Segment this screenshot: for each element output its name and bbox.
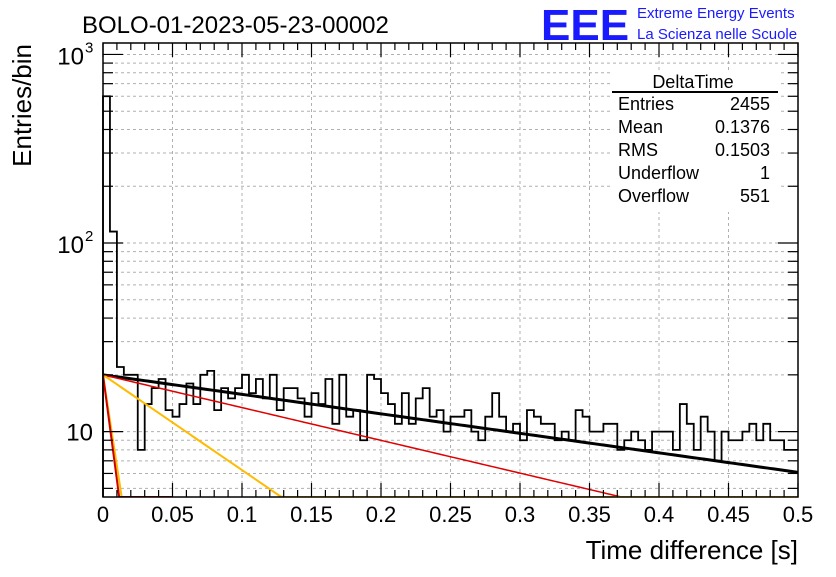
x-tick-label: 0 bbox=[97, 502, 109, 527]
x-tick-label: 0.1 bbox=[227, 502, 258, 527]
fit-curve-4 bbox=[103, 374, 173, 497]
x-tick-label: 0.45 bbox=[707, 502, 750, 527]
y-tick-label: 10 bbox=[57, 232, 84, 259]
stats-row-label: Entries bbox=[618, 94, 674, 114]
stats-rows: Entries 2455 Mean 0.1376 RMS 0.1503 Underflow 1… bbox=[618, 94, 770, 206]
fit-curves bbox=[103, 373, 798, 497]
x-tick-label: 0.05 bbox=[151, 502, 194, 527]
fit-curve-5 bbox=[103, 374, 173, 497]
logo-subtitle-line1: Extreme Energy Events bbox=[637, 5, 795, 22]
stats-row-value: 1 bbox=[760, 163, 770, 183]
x-tick-labels: 0 0.05 0.1 0.15 0.2 0.25 0.3 0.35 0.4 0.45 0.5 bbox=[97, 502, 813, 527]
stats-row-label: Mean bbox=[618, 117, 663, 137]
x-tick-label: 0.2 bbox=[366, 502, 397, 527]
y-tick-label-exponent: 3 bbox=[85, 39, 93, 56]
fit-curve-2 bbox=[103, 374, 798, 497]
x-tick-label: 0.25 bbox=[429, 502, 472, 527]
plot-axes bbox=[102, 42, 799, 498]
stats-row-label: Underflow bbox=[618, 163, 700, 183]
y-tick-label: 10 bbox=[66, 420, 93, 447]
stats-row-value: 0.1503 bbox=[715, 140, 770, 160]
y-axis-label: Entries/bin bbox=[7, 44, 37, 167]
y-tick-label-exponent: 2 bbox=[85, 228, 93, 245]
x-tick-label: 0.35 bbox=[568, 502, 611, 527]
eee-logo-text: EEE bbox=[541, 1, 629, 50]
fit-curve-1 bbox=[103, 373, 798, 474]
y-tick-label: 10 bbox=[57, 43, 84, 70]
x-tick-label: 0.15 bbox=[290, 502, 333, 527]
x-tick-label: 0.4 bbox=[644, 502, 675, 527]
x-tick-label: 0.3 bbox=[505, 502, 536, 527]
run-title: BOLO-01-2023-05-23-00002 bbox=[82, 12, 389, 39]
stats-box: DeltaTime Entries 2455 Mean 0.1376 RMS 0.1503… bbox=[610, 72, 780, 212]
eee-logo: EEE Extreme Energy Events La Scienza nel… bbox=[541, 1, 797, 50]
stats-row-value: 551 bbox=[740, 186, 770, 206]
stats-row-value: 0.1376 bbox=[715, 117, 770, 137]
x-axis-label: Time difference [s] bbox=[586, 535, 798, 565]
fit-curve-3 bbox=[103, 374, 798, 497]
stats-row-value: 2455 bbox=[730, 94, 770, 114]
stats-row-label: Overflow bbox=[618, 186, 690, 206]
logo-subtitle-line2: La Scienza nelle Scuole bbox=[637, 26, 797, 43]
stats-row-label: RMS bbox=[618, 140, 658, 160]
stats-box-title: DeltaTime bbox=[652, 72, 733, 92]
x-tick-label: 0.5 bbox=[783, 502, 814, 527]
plot-grid bbox=[103, 43, 798, 497]
